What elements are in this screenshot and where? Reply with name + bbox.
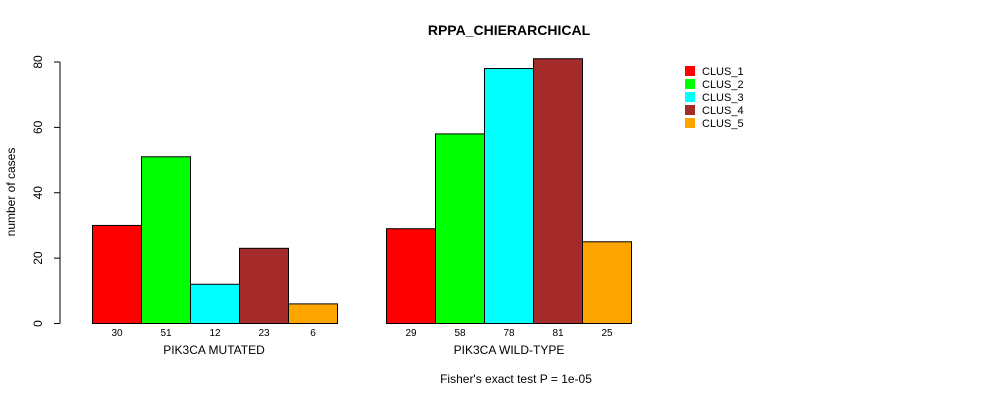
y-tick-label: 60 [31, 120, 45, 134]
y-axis-label: number of cases [4, 148, 18, 237]
legend-swatch [685, 118, 695, 128]
count-label: 6 [310, 328, 316, 339]
count-label: 23 [258, 328, 270, 339]
count-label: 12 [209, 328, 221, 339]
bar-clus-1-mutated [92, 224, 142, 324]
y-tick-label: 20 [31, 251, 45, 265]
legend-swatch [685, 79, 695, 89]
count-label: 81 [552, 328, 564, 339]
legend-label: CLUS_4 [702, 105, 744, 117]
chart-title: RPPA_CHIERARCHICAL [428, 22, 591, 38]
legend-swatch [685, 92, 695, 102]
bar-clus-2-mutated [141, 156, 191, 324]
footnote: Fisher's exact test P = 1e-05 [440, 372, 592, 386]
count-label: 78 [503, 328, 515, 339]
group-label-mutated: PIK3CA MUTATED [163, 343, 265, 357]
y-tick-label: 40 [31, 186, 45, 200]
count-label: 30 [111, 328, 123, 339]
legend-swatch [685, 105, 695, 115]
count-label: 51 [160, 328, 172, 339]
y-tick-label: 0 [31, 320, 45, 327]
bars [92, 58, 632, 325]
count-label: 58 [454, 328, 466, 339]
count-labels: 30 51 12 23 6 29 58 78 81 25 [111, 328, 613, 339]
bar-clus-1-wild-type [386, 228, 436, 324]
bar-clus-3-mutated [190, 283, 240, 324]
bar-clus-4-wild-type [533, 58, 583, 324]
bar-clus-4-mutated [239, 247, 289, 325]
count-label: 29 [405, 328, 417, 339]
legend-swatch [685, 66, 695, 76]
bar-clus-5-wild-type [582, 241, 632, 324]
bar-clus-3-wild-type [484, 68, 534, 324]
legend-label: CLUS_5 [702, 118, 744, 130]
count-label: 25 [601, 328, 613, 339]
y-tick-label: 80 [31, 55, 45, 69]
y-axis: 0 20 40 60 80 [31, 55, 61, 327]
bar-clus-5-mutated [288, 303, 338, 325]
legend-label: CLUS_2 [702, 79, 744, 91]
bar-clus-2-wild-type [435, 133, 485, 324]
group-label-wild-type: PIK3CA WILD-TYPE [454, 343, 565, 357]
legend-label: CLUS_1 [702, 66, 744, 78]
legend-label: CLUS_3 [702, 92, 744, 104]
